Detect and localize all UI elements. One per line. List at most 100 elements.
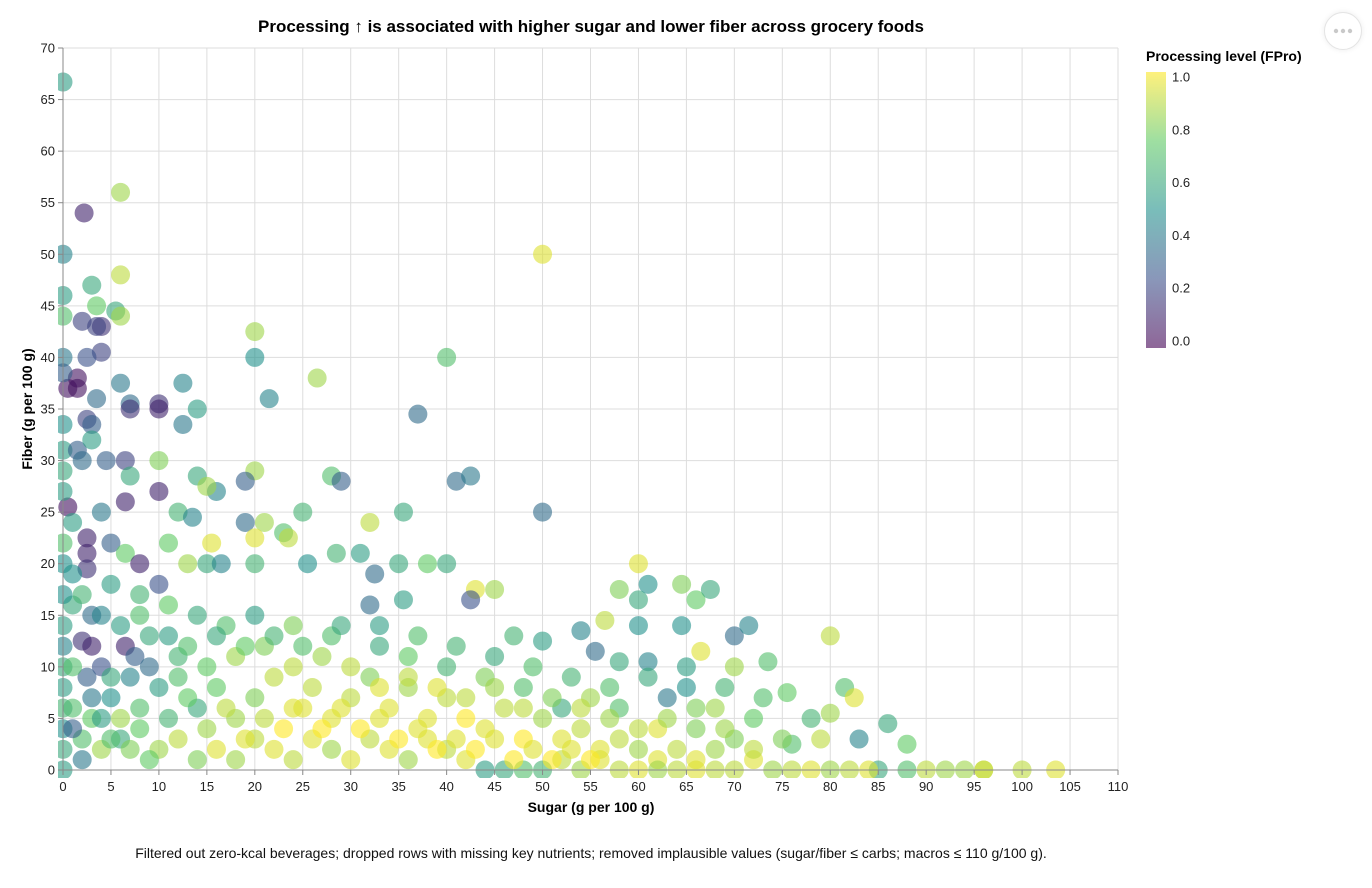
data-point: [111, 616, 131, 636]
data-point: [111, 708, 131, 728]
data-point: [120, 739, 140, 759]
data-point: [173, 414, 193, 434]
data-point: [465, 739, 485, 759]
data-point: [326, 543, 346, 563]
data-point: [389, 554, 409, 574]
data-point: [111, 373, 131, 393]
data-point: [197, 657, 217, 677]
data-point: [293, 698, 313, 718]
data-point: [849, 729, 869, 749]
data-point: [245, 347, 265, 367]
data-point: [298, 554, 318, 574]
data-point: [82, 636, 102, 656]
data-point: [58, 482, 73, 502]
data-point: [638, 667, 658, 687]
data-point: [801, 760, 821, 778]
x-tick-label: 105: [1059, 779, 1081, 794]
legend-tick-label: 0.0: [1172, 334, 1190, 349]
x-tick-label: 90: [919, 779, 933, 794]
data-point: [58, 698, 73, 718]
data-point: [600, 708, 620, 728]
data-point: [753, 688, 773, 708]
data-point: [72, 311, 92, 331]
data-point: [571, 698, 591, 718]
data-point: [801, 708, 821, 728]
data-point: [187, 750, 207, 770]
data-point: [571, 621, 591, 641]
data-point: [178, 688, 198, 708]
data-point: [341, 750, 361, 770]
data-point: [456, 688, 476, 708]
chart-actions-menu-button[interactable]: [1324, 12, 1362, 50]
data-point: [485, 647, 505, 667]
y-tick-label: 40: [41, 350, 55, 365]
x-tick-label: 85: [871, 779, 885, 794]
x-tick-label: 60: [631, 779, 645, 794]
data-point: [130, 554, 150, 574]
data-point: [504, 750, 524, 770]
data-point: [149, 677, 169, 697]
data-point: [676, 677, 696, 697]
data-point: [705, 760, 725, 778]
data-point: [360, 595, 380, 615]
data-point: [955, 760, 975, 778]
data-point: [393, 590, 413, 610]
data-point: [561, 667, 581, 687]
data-point: [811, 729, 831, 749]
data-point: [293, 502, 313, 522]
data-point: [585, 641, 605, 661]
x-tick-label: 100: [1011, 779, 1033, 794]
data-point: [264, 667, 284, 687]
data-point: [111, 265, 131, 285]
x-tick-label: 75: [775, 779, 789, 794]
data-point: [254, 512, 274, 532]
data-point: [283, 750, 303, 770]
data-point: [173, 373, 193, 393]
data-point: [485, 729, 505, 749]
data-point: [101, 574, 121, 594]
data-point: [360, 512, 380, 532]
data-point: [130, 605, 150, 625]
data-point: [820, 703, 840, 723]
data-point: [595, 610, 615, 630]
data-point: [878, 714, 898, 734]
data-point: [724, 760, 744, 778]
x-tick-label: 95: [967, 779, 981, 794]
data-point: [63, 564, 83, 584]
data-point: [120, 667, 140, 687]
data-point: [897, 760, 917, 778]
data-point: [533, 244, 553, 264]
data-point: [77, 667, 97, 687]
data-point: [370, 636, 389, 656]
data-point: [245, 688, 265, 708]
x-axis-ticks: 0 5 10 15 20 25 30 35 40 45 50 55 60 65 70 75 80 85 90 95 10…: [59, 770, 1128, 794]
data-point: [77, 559, 97, 579]
x-tick-label: 10: [152, 779, 166, 794]
data-point: [77, 347, 97, 367]
grid-lines: [62, 47, 1119, 771]
data-point: [763, 760, 783, 778]
data-point: [638, 652, 658, 672]
x-tick-label: 40: [439, 779, 453, 794]
data-point: [101, 667, 121, 687]
data-point: [139, 657, 159, 677]
data-point: [58, 760, 73, 778]
data-point: [533, 708, 553, 728]
data-point: [283, 616, 303, 636]
x-tick-label: 45: [487, 779, 501, 794]
y-axis-title: Fiber (g per 100 g): [19, 348, 35, 469]
data-point: [446, 636, 466, 656]
data-point: [475, 760, 495, 778]
data-point: [235, 471, 255, 491]
data-point: [561, 739, 581, 759]
data-point: [206, 626, 226, 646]
y-tick-label: 60: [41, 144, 55, 159]
data-point: [935, 760, 955, 778]
data-point: [120, 399, 140, 419]
data-point: [259, 389, 279, 409]
data-point: [274, 719, 294, 739]
data-point: [312, 719, 332, 739]
data-point: [370, 708, 389, 728]
data-point: [63, 512, 83, 532]
